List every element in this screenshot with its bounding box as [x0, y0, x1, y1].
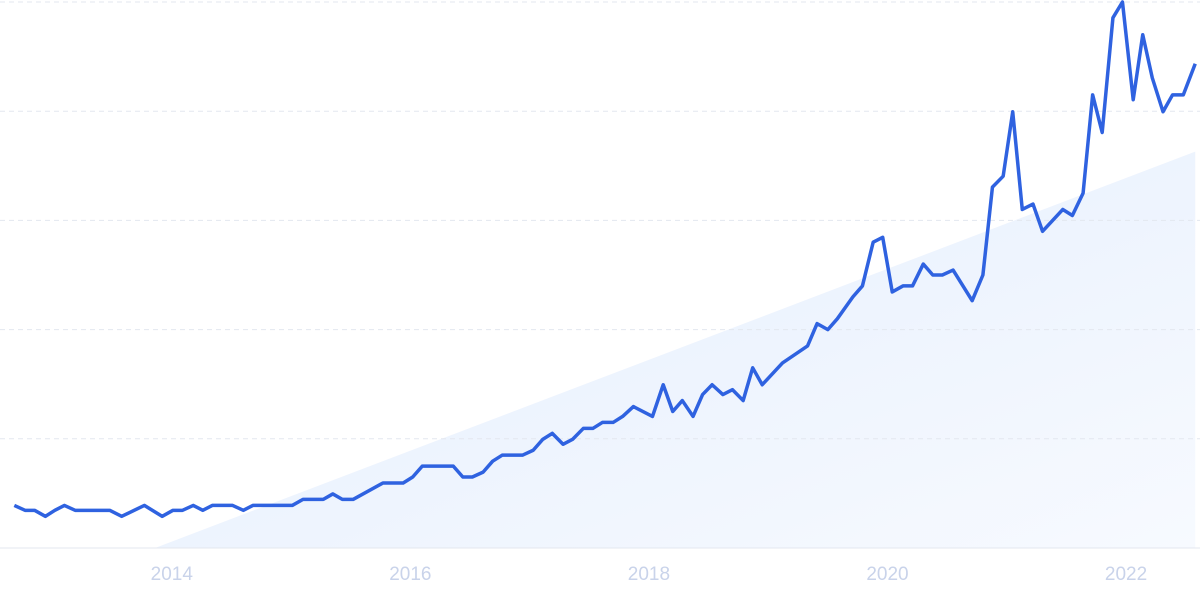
data-line	[13, 0, 1197, 519]
x-tick-label: 2016	[389, 564, 431, 585]
x-tick-label: 2020	[866, 564, 908, 585]
x-tick-label: 2022	[1105, 564, 1147, 585]
x-tick-label: 2014	[151, 564, 194, 585]
trend-area	[155, 151, 1196, 548]
x-tick-label: 2018	[628, 564, 670, 585]
